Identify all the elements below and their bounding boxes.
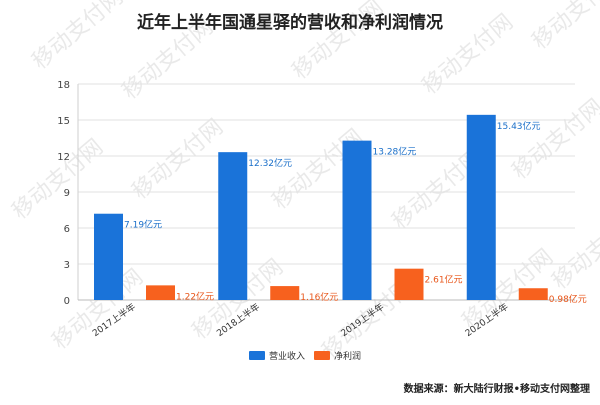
source-note: 数据来源：新大陆行财报•移动支付网整理 [404,382,590,395]
gridlines [78,83,575,301]
y-tick-label: 3 [64,260,70,271]
legend-swatch [249,351,265,360]
watermark-text: 移动支付网 [28,0,128,75]
y-tick-label: 18 [57,80,70,91]
bar-revenue [94,213,123,300]
legend-swatch [314,351,330,360]
data-label: 1.16亿元 [300,291,338,303]
bar-net-profit [270,286,300,300]
bar-revenue [342,140,372,300]
y-tick-label: 12 [57,152,70,163]
watermark-text: 移动支付网 [128,115,228,205]
data-label: 7.19亿元 [124,219,162,231]
chart-title: 近年上半年国通星驿的营收和净利润情况 [137,12,443,33]
watermark-text: 移动支付网 [528,0,600,55]
x-axis: 2017上半年 2018上半年 2019上半年 2020上半年 [90,301,511,339]
legend-label: 净利润 [334,350,361,362]
data-label: 2.61亿元 [425,274,463,286]
bar-revenue [218,152,248,300]
watermark-text: 移动支付网 [548,205,600,295]
data-label: 15.43亿元 [497,120,541,132]
legend: 营业收入 净利润 [249,350,361,362]
bar-net-profit [146,285,175,300]
data-label: 13.28亿元 [373,146,417,158]
watermark-text: 移动支付网 [8,135,108,225]
data-label: 1.22亿元 [176,290,214,302]
y-tick-label: 15 [57,116,70,127]
bar-net-profit [394,268,424,300]
data-label: 12.32亿元 [248,157,292,169]
watermark-text: 移动支付网 [508,95,600,185]
y-tick-label: 6 [64,224,70,235]
bar-net-profit [518,288,548,300]
legend-label: 营业收入 [269,350,305,362]
bar-revenue [466,114,496,300]
bars: 7.19亿元 12.32亿元 13.28亿元 15.43亿元 1.22亿元 1.16亿元 2… [94,114,587,305]
data-label: 0.98亿元 [549,293,587,305]
y-tick-label: 9 [64,188,70,199]
y-tick-label: 0 [64,296,70,307]
